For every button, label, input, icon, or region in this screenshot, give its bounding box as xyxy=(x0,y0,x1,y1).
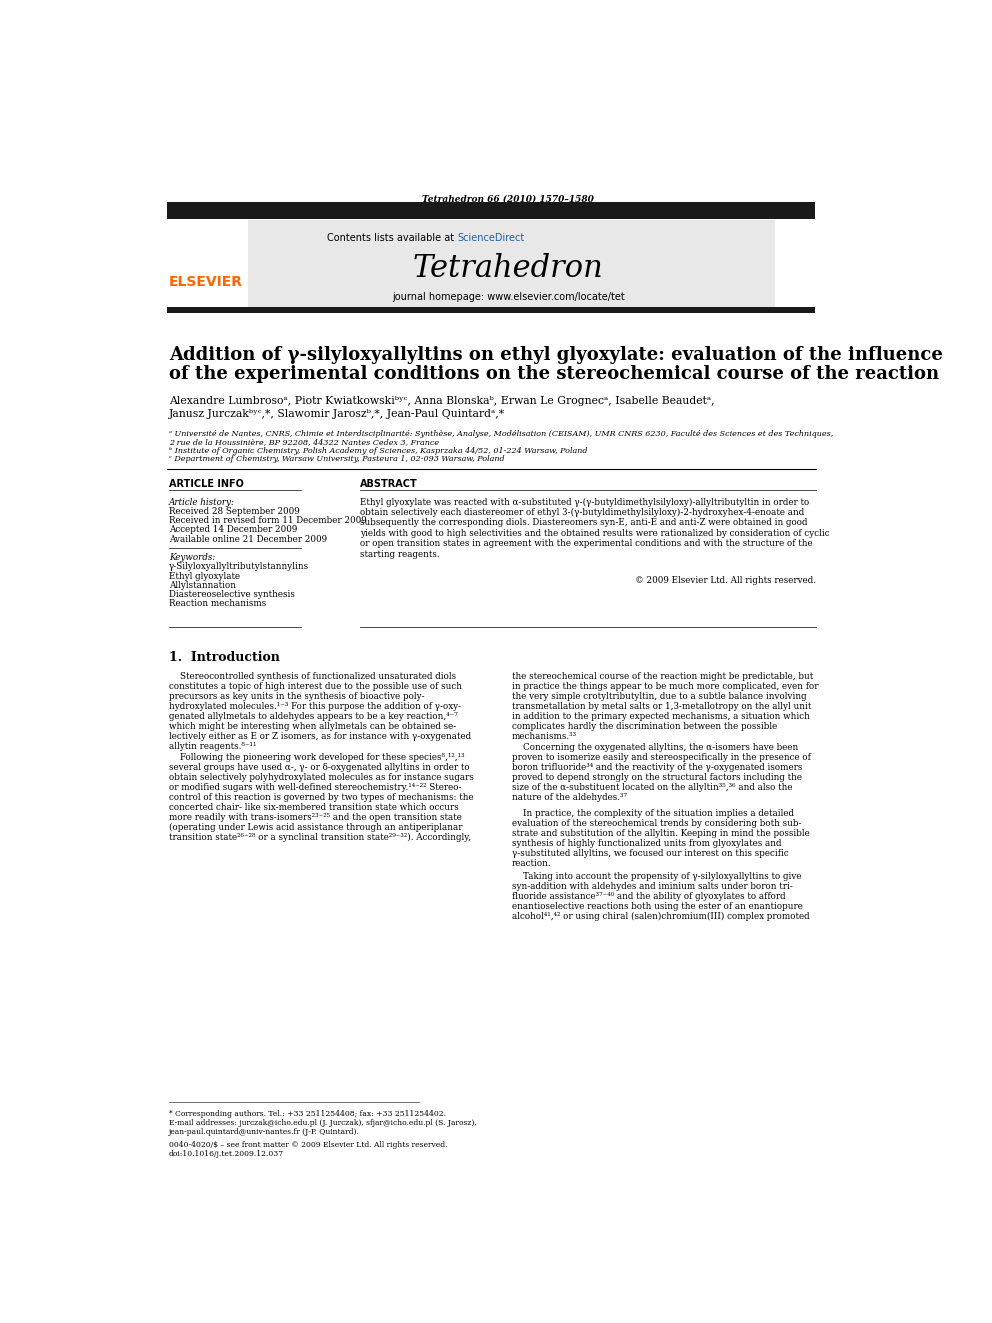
Text: concerted chair- like six-membered transition state which occurs: concerted chair- like six-membered trans… xyxy=(169,803,458,812)
Text: precursors as key units in the synthesis of bioactive poly-: precursors as key units in the synthesis… xyxy=(169,692,425,701)
Bar xyxy=(248,221,775,308)
Text: Received in revised form 11 December 2009: Received in revised form 11 December 200… xyxy=(169,516,367,525)
Text: obtain selectively each diastereomer of ethyl 3-(γ-butyldimethylsilyloxy)-2-hydr: obtain selectively each diastereomer of … xyxy=(360,508,805,517)
Text: yields with good to high selectivities and the obtained results were rationalize: yields with good to high selectivities a… xyxy=(360,529,830,538)
Text: enantioselective reactions both using the ester of an enantiopure: enantioselective reactions both using th… xyxy=(512,902,803,912)
Text: γ-Silyloxyallyltributylstannylins: γ-Silyloxyallyltributylstannylins xyxy=(169,562,310,572)
Text: (operating under Lewis acid assistance through an antiperiplanar: (operating under Lewis acid assistance t… xyxy=(169,823,462,832)
Text: in practice the things appear to be much more complicated, even for: in practice the things appear to be much… xyxy=(512,681,818,691)
Text: Ethyl glyoxylate was reacted with α-substituted γ-(γ-butyldimethylsilyloxy)-ally: Ethyl glyoxylate was reacted with α-subs… xyxy=(360,497,809,507)
Text: or modified sugars with well-defined stereochemistry.¹⁴⁻²² Stereo-: or modified sugars with well-defined ste… xyxy=(169,783,461,792)
Text: Alexandre Lumbrosoᵃ, Piotr Kwiatkowskiᵇʸᶜ, Anna Blonskaᵇ, Erwan Le Grognecᵃ, Isa: Alexandre Lumbrosoᵃ, Piotr Kwiatkowskiᵇʸ… xyxy=(169,397,714,406)
Text: ᵇ Institute of Organic Chemistry, Polish Academy of Sciences, Kasprzaka 44/52, 0: ᵇ Institute of Organic Chemistry, Polish… xyxy=(169,447,587,455)
Text: in addition to the primary expected mechanisms, a situation which: in addition to the primary expected mech… xyxy=(512,712,809,721)
Text: boron trifluoride³⁴ and the reactivity of the γ-oxygenated isomers: boron trifluoride³⁴ and the reactivity o… xyxy=(512,763,802,773)
Text: several groups have used α-, γ- or δ-oxygenated allyltins in order to: several groups have used α-, γ- or δ-oxy… xyxy=(169,763,469,773)
Text: 2 rue de la Houssinière, BP 92208, 44322 Nantes Cedex 3, France: 2 rue de la Houssinière, BP 92208, 44322… xyxy=(169,438,439,446)
Text: which might be interesting when allylmetals can be obtained se-: which might be interesting when allylmet… xyxy=(169,722,456,730)
Text: Keywords:: Keywords: xyxy=(169,553,215,562)
Text: ScienceDirect: ScienceDirect xyxy=(457,233,525,243)
Text: evaluation of the stereochemical trends by considering both sub-: evaluation of the stereochemical trends … xyxy=(512,819,801,828)
Text: hydroxylated molecules.¹⁻³ For this purpose the addition of γ-oxy-: hydroxylated molecules.¹⁻³ For this purp… xyxy=(169,701,461,710)
Text: ABSTRACT: ABSTRACT xyxy=(360,479,418,488)
Text: size of the α-substituent located on the allyltin³⁵,³⁶ and also the: size of the α-substituent located on the… xyxy=(512,783,792,792)
Text: transmetallation by metal salts or 1,3-metallotropy on the allyl unit: transmetallation by metal salts or 1,3-m… xyxy=(512,701,810,710)
Text: * Corresponding authors. Tel.: +33 2511254408; fax: +33 2511254402.: * Corresponding authors. Tel.: +33 25112… xyxy=(169,1110,446,1118)
Text: Ethyl glyoxylate: Ethyl glyoxylate xyxy=(169,572,240,581)
Text: Available online 21 December 2009: Available online 21 December 2009 xyxy=(169,534,327,544)
Text: proved to depend strongly on the structural factors including the: proved to depend strongly on the structu… xyxy=(512,774,802,782)
Text: Concerning the oxygenated allyltins, the α-isomers have been: Concerning the oxygenated allyltins, the… xyxy=(512,744,798,753)
Text: Taking into account the propensity of γ-silyloxyallyltins to give: Taking into account the propensity of γ-… xyxy=(512,872,801,881)
Text: In practice, the complexity of the situation implies a detailed: In practice, the complexity of the situa… xyxy=(512,808,794,818)
Bar xyxy=(167,307,815,312)
Text: synthesis of highly functionalized units from glyoxylates and: synthesis of highly functionalized units… xyxy=(512,839,781,848)
Text: transition state²⁶⁻²⁸ or a synclinal transition state²⁹⁻³²). Accordingly,: transition state²⁶⁻²⁸ or a synclinal tra… xyxy=(169,833,471,843)
Text: of the experimental conditions on the stereochemical course of the reaction: of the experimental conditions on the st… xyxy=(169,365,939,384)
Text: Allylstannation: Allylstannation xyxy=(169,581,236,590)
Text: Diastereoselective synthesis: Diastereoselective synthesis xyxy=(169,590,295,599)
Text: syn-addition with aldehydes and iminium salts under boron tri-: syn-addition with aldehydes and iminium … xyxy=(512,882,793,890)
Text: fluoride assistance³⁷⁻⁴⁰ and the ability of glyoxylates to afford: fluoride assistance³⁷⁻⁴⁰ and the ability… xyxy=(512,892,785,901)
Text: constitutes a topic of high interest due to the possible use of such: constitutes a topic of high interest due… xyxy=(169,681,462,691)
Text: ARTICLE INFO: ARTICLE INFO xyxy=(169,479,244,488)
Text: Accepted 14 December 2009: Accepted 14 December 2009 xyxy=(169,525,298,534)
Text: E-mail addresses: jurczak@icho.edu.pl (J. Jurczak), sfjar@icho.edu.pl (S. Jarosz: E-mail addresses: jurczak@icho.edu.pl (J… xyxy=(169,1119,477,1127)
Text: nature of the aldehydes.³⁷: nature of the aldehydes.³⁷ xyxy=(512,794,627,802)
Text: Received 28 September 2009: Received 28 September 2009 xyxy=(169,507,300,516)
Text: reaction.: reaction. xyxy=(512,859,552,868)
Text: © 2009 Elsevier Ltd. All rights reserved.: © 2009 Elsevier Ltd. All rights reserved… xyxy=(635,577,816,585)
Text: jean-paul.quintard@univ-nantes.fr (J-P. Quintard).: jean-paul.quintard@univ-nantes.fr (J-P. … xyxy=(169,1129,360,1136)
Text: Addition of γ-silyloxyallyltins on ethyl glyoxylate: evaluation of the influence: Addition of γ-silyloxyallyltins on ethyl… xyxy=(169,347,942,364)
Text: more readily with trans-isomers²³⁻²⁵ and the open transition state: more readily with trans-isomers²³⁻²⁵ and… xyxy=(169,814,462,823)
Text: obtain selectively polyhydroxylated molecules as for instance sugars: obtain selectively polyhydroxylated mole… xyxy=(169,774,474,782)
Text: Following the pioneering work developed for these species⁸,¹²,¹³: Following the pioneering work developed … xyxy=(169,753,464,762)
Text: ᶜ Department of Chemistry, Warsaw University, Pasteura 1, 02-093 Warsaw, Poland: ᶜ Department of Chemistry, Warsaw Univer… xyxy=(169,455,505,463)
Text: complicates hardly the discrimination between the possible: complicates hardly the discrimination be… xyxy=(512,722,777,730)
Text: journal homepage: www.elsevier.com/locate/tet: journal homepage: www.elsevier.com/locat… xyxy=(392,292,625,303)
Text: 0040-4020/$ – see front matter © 2009 Elsevier Ltd. All rights reserved.: 0040-4020/$ – see front matter © 2009 El… xyxy=(169,1142,447,1150)
Text: Reaction mechanisms: Reaction mechanisms xyxy=(169,599,266,609)
Text: strate and substitution of the allyltin. Keeping in mind the possible: strate and substitution of the allyltin.… xyxy=(512,828,809,837)
Text: genated allylmetals to aldehydes appears to be a key reaction,⁴⁻⁷: genated allylmetals to aldehydes appears… xyxy=(169,712,457,721)
Text: starting reagents.: starting reagents. xyxy=(360,549,440,558)
Text: control of this reaction is governed by two types of mechanisms: the: control of this reaction is governed by … xyxy=(169,794,473,802)
Text: Tetrahedron: Tetrahedron xyxy=(413,254,604,284)
Text: Stereocontrolled synthesis of functionalized unsaturated diols: Stereocontrolled synthesis of functional… xyxy=(169,672,456,681)
Text: subsequently the corresponding diols. Diastereomers syn-E, anti-E and anti-Z wer: subsequently the corresponding diols. Di… xyxy=(360,519,807,528)
Text: allytin reagents.⁸⁻¹¹: allytin reagents.⁸⁻¹¹ xyxy=(169,742,257,750)
Text: Contents lists available at: Contents lists available at xyxy=(327,233,457,243)
Text: mechanisms.³³: mechanisms.³³ xyxy=(512,732,576,741)
Text: the very simple crotyltributyltin, due to a subtle balance involving: the very simple crotyltributyltin, due t… xyxy=(512,692,806,701)
Text: lectively either as E or Z isomers, as for instance with γ-oxygenated: lectively either as E or Z isomers, as f… xyxy=(169,732,471,741)
Text: γ-substituted allyltins, we focused our interest on this specific: γ-substituted allyltins, we focused our … xyxy=(512,849,789,857)
Text: the stereochemical course of the reaction might be predictable, but: the stereochemical course of the reactio… xyxy=(512,672,812,681)
Bar xyxy=(167,202,815,218)
Text: 1.  Introduction: 1. Introduction xyxy=(169,651,280,664)
Text: ᵃ Université de Nantes, CNRS, Chimie et Interdisciplinarité: Synthèse, Analyse, : ᵃ Université de Nantes, CNRS, Chimie et … xyxy=(169,430,833,438)
Text: Article history:: Article history: xyxy=(169,497,235,507)
Text: or open transition states in agreement with the experimental conditions and with: or open transition states in agreement w… xyxy=(360,540,813,548)
Text: proven to isomerize easily and stereospecifically in the presence of: proven to isomerize easily and stereospe… xyxy=(512,753,810,762)
Text: Janusz Jurczakᵇʸᶜ,*, Slawomir Jaroszᵇ,*, Jean-Paul Quintardᵃ,*: Janusz Jurczakᵇʸᶜ,*, Slawomir Jaroszᵇ,*,… xyxy=(169,409,505,419)
Text: alcohol⁴¹,⁴² or using chiral (salen)chromium(III) complex promoted: alcohol⁴¹,⁴² or using chiral (salen)chro… xyxy=(512,912,809,921)
Text: doi:10.1016/j.tet.2009.12.037: doi:10.1016/j.tet.2009.12.037 xyxy=(169,1151,284,1159)
Text: ELSEVIER: ELSEVIER xyxy=(169,275,242,288)
Text: Tetrahedron 66 (2010) 1570–1580: Tetrahedron 66 (2010) 1570–1580 xyxy=(423,194,594,204)
